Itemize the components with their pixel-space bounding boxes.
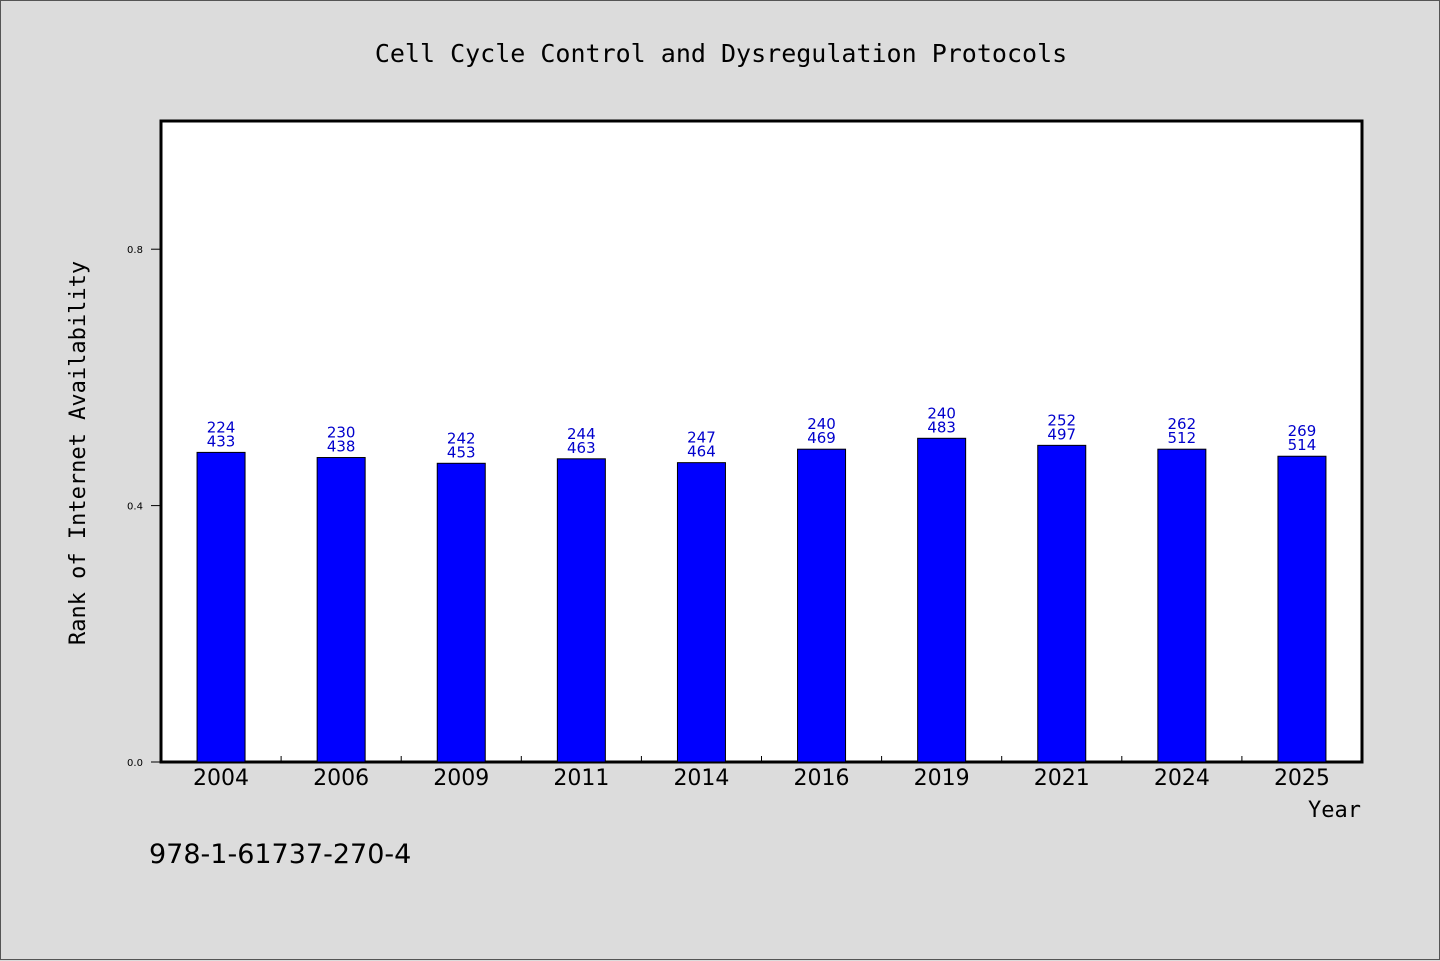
isbn-footer-text: 978-1-61737-270-4 — [149, 839, 411, 870]
y-tick-label: 0.4 — [127, 502, 143, 513]
bar-2004 — [196, 451, 246, 763]
x-tick-label: 2016 — [794, 766, 850, 791]
bar-data-label-bottom: 464 — [687, 443, 716, 461]
y-tick-label: 0.8 — [127, 245, 143, 256]
y-axis: 0.0 0.4 0.8 — [127, 245, 161, 769]
bar-data-label-bottom: 497 — [1047, 425, 1076, 443]
x-tick-label: 2025 — [1274, 766, 1330, 791]
bar-data-label-bottom: 469 — [807, 429, 836, 447]
bar-data-label-top: 244 — [567, 425, 596, 443]
x-tick-label: 2021 — [1034, 766, 1090, 791]
bar-2024 — [1157, 448, 1207, 763]
x-axis: 2004 2006 2009 2011 2014 2016 2019 2021 2024 2025 — [193, 756, 1330, 791]
bar-data-label-bottom: 438 — [327, 438, 356, 456]
bar-data-label-bottom: 512 — [1168, 429, 1197, 447]
y-axis-label: Rank of Internet Availability — [66, 261, 91, 645]
bar-data-label-top: 240 — [807, 415, 836, 433]
bar-2025 — [1277, 455, 1327, 763]
x-tick-label: 2014 — [673, 766, 729, 791]
bar-data-label-top: 247 — [687, 429, 716, 447]
x-tick-label: 2011 — [553, 766, 609, 791]
bar-data-label-bottom: 453 — [447, 443, 476, 461]
x-tick-label: 2019 — [914, 766, 970, 791]
x-tick-label: 2006 — [313, 766, 369, 791]
bar-2011 — [556, 458, 606, 763]
bar-data-label-top: 242 — [447, 429, 476, 447]
bar-data-label-bottom: 514 — [1288, 436, 1317, 454]
bar-data-label-top: 224 — [207, 418, 236, 436]
bar-data-label-top: 252 — [1047, 411, 1076, 429]
x-tick-label: 2009 — [433, 766, 489, 791]
y-tick-label: 0.0 — [127, 758, 143, 769]
bar-series — [196, 437, 1327, 763]
bar-data-label-top: 230 — [327, 424, 356, 442]
x-tick-label: 2004 — [193, 766, 249, 791]
x-tick-label: 2024 — [1154, 766, 1210, 791]
bar-2021 — [1037, 444, 1087, 763]
bar-data-label-top: 269 — [1288, 422, 1317, 440]
bar-2016 — [797, 448, 847, 763]
bar-data-label-bottom: 463 — [567, 439, 596, 457]
bar-2014 — [676, 462, 726, 763]
x-axis-label: Year — [1308, 798, 1361, 823]
bar-2006 — [316, 457, 366, 763]
bar-data-label-bottom: 483 — [927, 418, 956, 436]
bar-data-label-bottom: 433 — [207, 432, 236, 450]
chart-title: Cell Cycle Control and Dysregulation Pro… — [375, 39, 1067, 68]
bar-2019 — [917, 437, 967, 763]
bar-data-label-top: 262 — [1168, 415, 1197, 433]
bar-data-label-top: 240 — [927, 404, 956, 422]
bar-2009 — [436, 462, 486, 763]
